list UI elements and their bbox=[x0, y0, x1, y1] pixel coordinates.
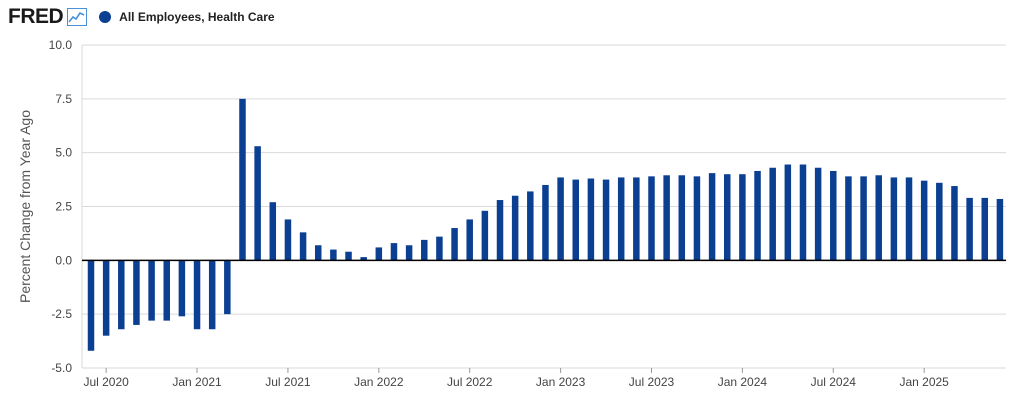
bar[interactable] bbox=[148, 260, 155, 321]
bar[interactable] bbox=[678, 175, 686, 261]
bar[interactable] bbox=[345, 251, 352, 261]
x-tick-label: Jul 2024 bbox=[811, 375, 857, 389]
line-chart-icon bbox=[67, 8, 88, 26]
bar[interactable] bbox=[133, 260, 140, 325]
bar[interactable] bbox=[633, 177, 640, 261]
bar[interactable] bbox=[951, 186, 958, 261]
y-axis-label: Percent Change from Year Ago bbox=[17, 110, 33, 303]
bar[interactable] bbox=[527, 191, 534, 261]
bar[interactable] bbox=[481, 210, 489, 261]
bar[interactable] bbox=[375, 247, 383, 261]
bar[interactable] bbox=[557, 177, 564, 261]
bar[interactable] bbox=[178, 260, 186, 317]
x-tick-label: Jan 2022 bbox=[354, 375, 404, 389]
y-tick-label: 0.0 bbox=[55, 253, 72, 267]
bar[interactable] bbox=[754, 170, 761, 261]
y-tick-labels: -5.0 -2.5 0.0 2.5 5.0 7.5 10.0 bbox=[49, 38, 73, 375]
y-tick-label: 2.5 bbox=[55, 200, 72, 214]
y-tick-label: 10.0 bbox=[49, 38, 73, 52]
bar[interactable] bbox=[360, 257, 367, 261]
bar[interactable] bbox=[784, 164, 792, 261]
x-tick-label: Jul 2023 bbox=[629, 375, 675, 389]
bar[interactable] bbox=[769, 167, 776, 261]
legend-marker bbox=[99, 11, 112, 23]
legend-label: All Employees, Health Care bbox=[119, 10, 275, 24]
bar[interactable] bbox=[708, 173, 716, 261]
bar[interactable] bbox=[875, 175, 882, 261]
bar[interactable] bbox=[163, 260, 170, 321]
bar[interactable] bbox=[981, 197, 989, 261]
bar[interactable] bbox=[572, 179, 580, 261]
bar[interactable] bbox=[299, 232, 307, 261]
bar[interactable] bbox=[663, 175, 670, 261]
y-tick-label: -2.5 bbox=[51, 307, 72, 321]
bar[interactable] bbox=[890, 177, 898, 261]
x-tick-label: Jan 2021 bbox=[172, 375, 222, 389]
y-tick-label: 5.0 bbox=[55, 146, 72, 160]
bar[interactable] bbox=[224, 260, 231, 315]
bar[interactable] bbox=[542, 184, 549, 261]
bar[interactable] bbox=[936, 182, 943, 261]
x-tick-label: Jan 2023 bbox=[536, 375, 586, 389]
x-tick-label: Jan 2025 bbox=[899, 375, 949, 389]
bar-series bbox=[87, 98, 1004, 351]
bar[interactable] bbox=[466, 219, 473, 261]
bar[interactable] bbox=[905, 177, 913, 261]
chart-header: FRED All Employees, Health Care bbox=[8, 4, 275, 30]
bar[interactable] bbox=[436, 236, 443, 261]
bar[interactable] bbox=[511, 195, 519, 261]
bar[interactable] bbox=[284, 219, 292, 261]
bar[interactable] bbox=[451, 228, 458, 261]
bar[interactable] bbox=[118, 260, 125, 330]
bar[interactable] bbox=[617, 177, 625, 261]
bar[interactable] bbox=[693, 176, 701, 261]
bar[interactable] bbox=[966, 197, 973, 261]
x-tick-label: Jul 2022 bbox=[447, 375, 493, 389]
y-tick-label: -5.0 bbox=[51, 361, 72, 375]
bar[interactable] bbox=[390, 243, 398, 261]
bar[interactable] bbox=[830, 170, 837, 261]
bar[interactable] bbox=[739, 174, 746, 261]
bar[interactable] bbox=[208, 260, 216, 330]
y-tick-label: 7.5 bbox=[55, 92, 72, 106]
bar[interactable] bbox=[845, 176, 852, 261]
bar[interactable] bbox=[405, 245, 413, 261]
bar[interactable] bbox=[496, 200, 504, 261]
bar[interactable] bbox=[648, 176, 655, 261]
bar[interactable] bbox=[193, 260, 201, 330]
fred-logo[interactable]: FRED bbox=[8, 5, 64, 28]
bar[interactable] bbox=[860, 176, 867, 261]
bar[interactable] bbox=[269, 202, 277, 261]
bar[interactable] bbox=[814, 167, 822, 261]
bar[interactable] bbox=[799, 164, 807, 261]
bar[interactable] bbox=[723, 174, 731, 261]
bar[interactable] bbox=[330, 249, 337, 261]
bar[interactable] bbox=[102, 260, 110, 336]
x-tick-label: Jul 2020 bbox=[83, 375, 129, 389]
bar[interactable] bbox=[239, 98, 246, 261]
bar[interactable] bbox=[602, 179, 610, 261]
bar[interactable] bbox=[254, 146, 261, 261]
bar[interactable] bbox=[87, 260, 95, 351]
x-tick-labels: Jul 2020 Jan 2021 Jul 2021 Jan 2022 Jul 2022… bbox=[83, 368, 949, 389]
x-tick-label: Jul 2021 bbox=[265, 375, 311, 389]
bar[interactable] bbox=[421, 239, 428, 261]
bar[interactable] bbox=[314, 245, 322, 261]
bar[interactable] bbox=[587, 178, 595, 261]
x-tick-label: Jan 2024 bbox=[718, 375, 768, 389]
bar[interactable] bbox=[996, 198, 1004, 261]
bar[interactable] bbox=[920, 180, 928, 261]
